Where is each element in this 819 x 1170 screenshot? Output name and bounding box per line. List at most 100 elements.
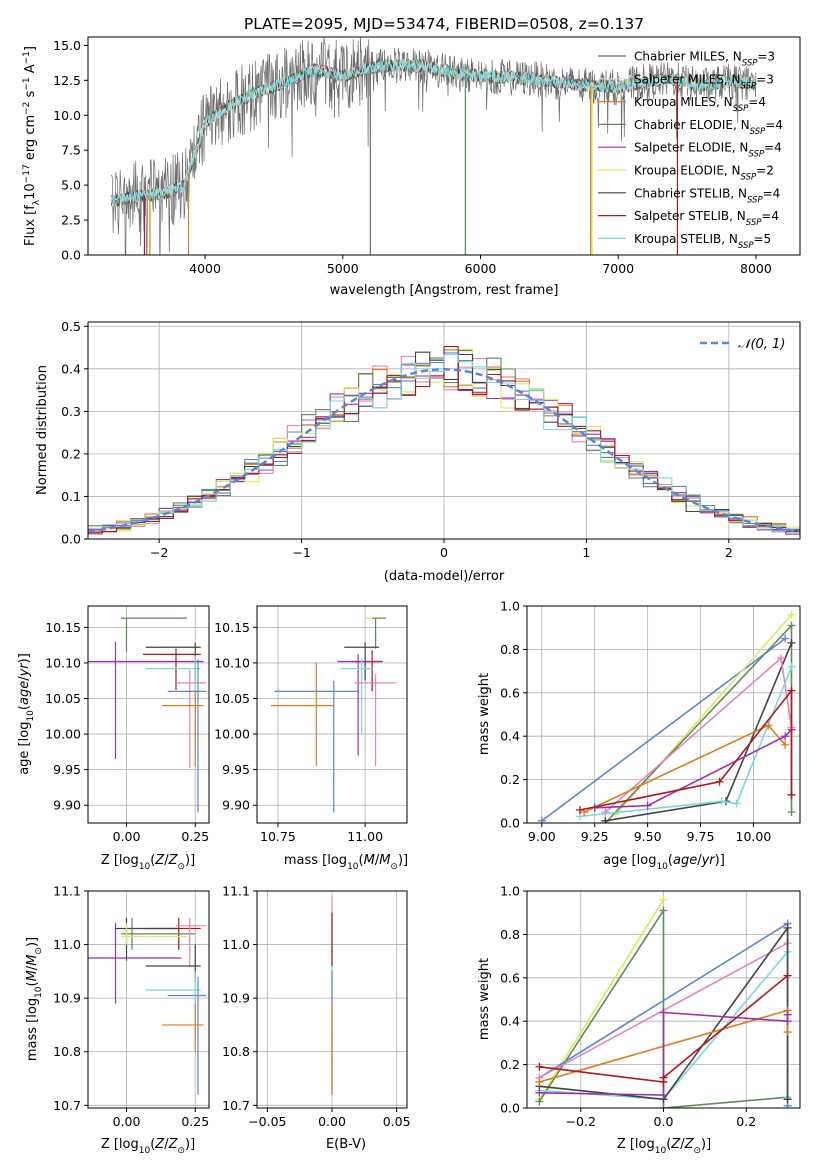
residual-legend: 𝒩(0, 1) bbox=[700, 337, 785, 352]
p4-xlabel: mass [log10(M/M⊙)] bbox=[284, 853, 408, 872]
y-tick-label: 0.4 bbox=[500, 729, 520, 744]
p3-xlabel: Z [log10(Z/Z⊙)] bbox=[101, 853, 195, 872]
y-tick-label: 0.3 bbox=[61, 404, 81, 419]
errorbar-point bbox=[143, 648, 201, 690]
errorbar-point bbox=[145, 655, 201, 731]
x-tick-label: 0.00 bbox=[113, 1114, 141, 1129]
residual-xlabel: (data-model)/error bbox=[384, 569, 505, 584]
errorbar-point bbox=[145, 944, 201, 983]
x-tick-label: 9.75 bbox=[687, 829, 715, 844]
mass-weight-marker bbox=[659, 1104, 668, 1108]
mass-weight-marker bbox=[643, 801, 652, 810]
legend-entry: Chabrier STELIB, NSSP=4 bbox=[634, 186, 780, 205]
mass-weight-marker bbox=[659, 1073, 668, 1082]
y-tick-label: 11.1 bbox=[222, 884, 250, 899]
errorbar-point bbox=[162, 1003, 204, 1052]
mass-weight-marker bbox=[732, 799, 741, 808]
mass-weight-marker bbox=[537, 816, 546, 823]
x-tick-label: 11.00 bbox=[347, 829, 383, 844]
mass-weight-series-line bbox=[579, 666, 793, 818]
mass-weight-marker bbox=[787, 790, 796, 799]
mass-weight-marker bbox=[535, 1062, 544, 1071]
panel-spectrum: 4000 5000 6000 7000 8000 0.0 2.5 5.0 7.5 10.0 12.5… bbox=[22, 36, 801, 298]
mass-weight-marker bbox=[776, 654, 785, 663]
x-tick-label: 0.00 bbox=[113, 829, 141, 844]
errorbar-point bbox=[162, 691, 204, 767]
mass-weight-series-line bbox=[604, 623, 793, 823]
legend-entry: Kroupa STELIB, NSSP=5 bbox=[634, 232, 771, 251]
x-tick-label: 6000 bbox=[465, 261, 497, 276]
x-tick-label: 0.2 bbox=[736, 1114, 756, 1129]
mass-weight-marker bbox=[787, 686, 796, 695]
mass-weight-marker bbox=[764, 721, 773, 730]
x-tick-label: 0.25 bbox=[181, 829, 209, 844]
x-tick-label: 4000 bbox=[189, 261, 221, 276]
mass-weight-marker bbox=[781, 740, 790, 749]
y-tick-label: 0.1 bbox=[61, 489, 81, 504]
y-tick-label: 10.00 bbox=[214, 727, 250, 742]
errorbar-point bbox=[167, 976, 207, 1095]
y-tick-label: 2.5 bbox=[61, 213, 81, 228]
x-tick-label: 9.00 bbox=[528, 829, 556, 844]
y-tick-label: 12.5 bbox=[53, 73, 81, 88]
y-tick-label: 0.2 bbox=[61, 446, 81, 461]
residual-legend-label: 𝒩(0, 1) bbox=[738, 337, 785, 352]
mass-weight-marker bbox=[601, 808, 610, 817]
y-tick-label: 0.0 bbox=[500, 1101, 520, 1116]
mass-weight-marker bbox=[787, 621, 796, 630]
panel-mass-vs-Z: 0.00 0.25 10.7 10.8 10.9 11.0 11.1 Z [log10(Z/… bbox=[25, 884, 210, 1156]
mass-weight-marker bbox=[659, 906, 668, 915]
p7-xlabel: E(B-V) bbox=[326, 1137, 366, 1152]
y-tick-label: 10.00 bbox=[45, 727, 81, 742]
y-tick-label: 0.2 bbox=[500, 772, 520, 787]
mass-weight-marker bbox=[659, 1090, 668, 1099]
x-tick-label: 9.50 bbox=[634, 829, 662, 844]
y-tick-label: 0.0 bbox=[500, 816, 520, 831]
y-tick-label: 11.0 bbox=[53, 937, 81, 952]
x-tick-label: 2 bbox=[725, 545, 733, 560]
y-tick-label: 0.4 bbox=[61, 361, 81, 376]
mass-weight-marker bbox=[535, 1097, 544, 1106]
spectrum-series-line bbox=[111, 37, 757, 255]
residual-ylabel: Normed distribution bbox=[35, 365, 50, 495]
x-tick-label: 1 bbox=[582, 545, 590, 560]
y-tick-label: 10.15 bbox=[214, 620, 250, 635]
p5-xlabel: age [log10(age/yr)] bbox=[603, 853, 725, 872]
errorbar-point bbox=[337, 654, 380, 756]
x-tick-label: 7000 bbox=[602, 261, 634, 276]
y-tick-label: 10.0 bbox=[53, 108, 81, 123]
y-tick-label: 0.8 bbox=[500, 642, 520, 657]
mass-weight-marker bbox=[783, 971, 792, 980]
y-tick-label: 11.1 bbox=[53, 884, 81, 899]
y-tick-label: 1.0 bbox=[500, 884, 520, 899]
mass-weight-marker bbox=[659, 1008, 668, 1017]
panel-residuals: −2 −1 0 1 2 0.0 0.1 0.2 0.3 0.4 0.5 𝒩(0, 1) (data-… bbox=[35, 319, 801, 584]
x-tick-label: −0.05 bbox=[248, 1114, 286, 1129]
spectrum-ylabel: Flux [fλ10−17 erg cm−2 s−1 A−1] bbox=[22, 46, 42, 246]
p8-ylabel: mass weight bbox=[477, 958, 492, 1040]
mass-weight-marker bbox=[659, 895, 668, 904]
y-tick-label: 0.5 bbox=[61, 319, 81, 334]
x-tick-label: 0.00 bbox=[318, 1114, 346, 1129]
y-tick-label: 10.10 bbox=[45, 655, 81, 670]
y-tick-label: 5.0 bbox=[61, 178, 81, 193]
p6-ylabel: mass [log10(M/M⊙)] bbox=[25, 937, 44, 1061]
mass-weight-marker bbox=[717, 797, 726, 806]
mass-weight-marker bbox=[601, 816, 610, 823]
errorbar-point bbox=[88, 923, 182, 1004]
mass-weight-marker bbox=[575, 805, 584, 814]
legend-entry: Salpeter ELODIE, NSSP=4 bbox=[634, 141, 782, 160]
y-tick-label: 10.9 bbox=[222, 991, 250, 1006]
y-tick-label: 1.0 bbox=[500, 599, 520, 614]
panel-age-vs-mass: 10.75 11.00 9.90 9.95 10.00 10.05 10.10 10.15 m… bbox=[214, 605, 408, 872]
y-tick-label: 0.2 bbox=[500, 1057, 520, 1072]
legend-entry: Salpeter STELIB, NSSP=4 bbox=[634, 209, 779, 228]
errorbar-point bbox=[270, 662, 334, 767]
errorbar-point bbox=[121, 917, 196, 950]
x-tick-label: 10.75 bbox=[260, 829, 296, 844]
normal-curve bbox=[88, 368, 800, 533]
x-tick-label: −2 bbox=[150, 545, 168, 560]
y-tick-label: 0.4 bbox=[500, 1014, 520, 1029]
y-tick-label: 0.0 bbox=[61, 248, 81, 263]
